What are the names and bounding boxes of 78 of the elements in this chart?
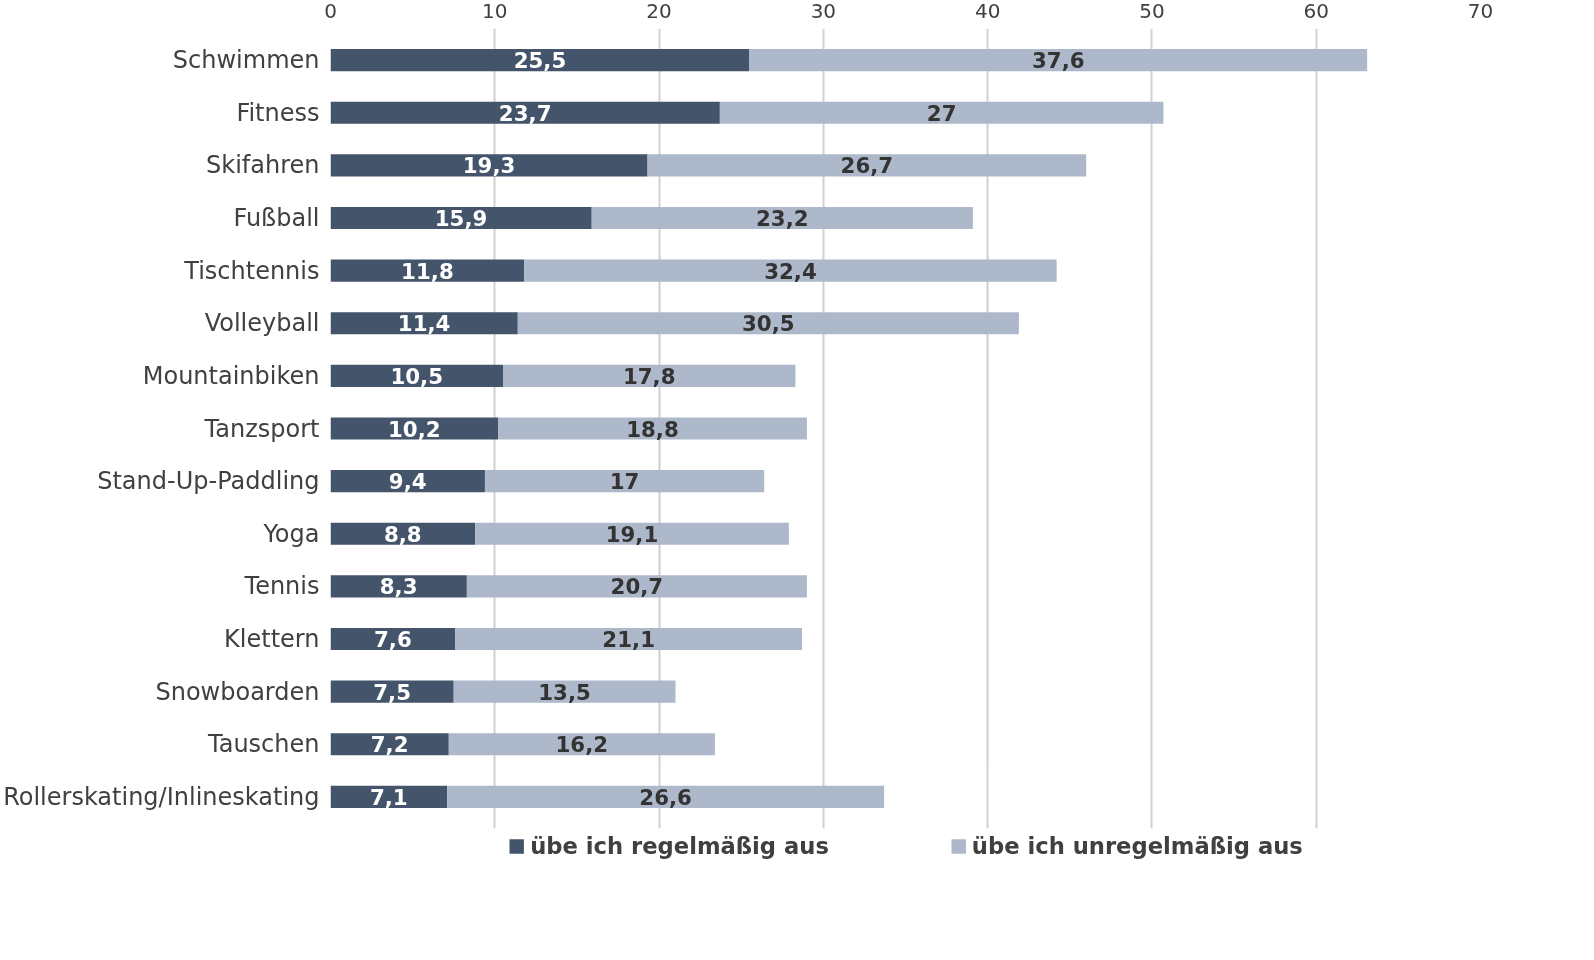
y-tick-label: Skifahren <box>206 151 320 180</box>
data-label: 26,6 <box>639 784 692 810</box>
y-tick-label: Volleyball <box>204 309 320 338</box>
bar <box>647 154 1087 177</box>
bar <box>475 522 789 545</box>
bar <box>591 206 973 230</box>
bar <box>498 417 807 440</box>
bar <box>330 206 592 230</box>
data-label: 30,5 <box>742 311 795 337</box>
data-label: 17,8 <box>622 363 676 389</box>
data-label: 25,5 <box>513 48 567 74</box>
y-tick-label: Tischtennis <box>183 256 320 285</box>
data-label: 23,2 <box>755 205 809 231</box>
data-label: 11,4 <box>397 311 451 337</box>
bar <box>330 101 720 124</box>
data-label: 21,1 <box>602 627 655 653</box>
bar <box>330 154 648 177</box>
y-tick-label: Klettern <box>224 625 320 654</box>
bar <box>330 259 525 282</box>
data-label: 37,6 <box>1031 48 1085 74</box>
data-label: 8,8 <box>383 521 422 547</box>
data-label: 10,2 <box>387 416 441 442</box>
x-tick-label: 60 <box>1303 0 1329 23</box>
y-tick-label: Tauschen <box>207 730 320 759</box>
legend-label: übe ich unregelmäßig aus <box>971 833 1303 859</box>
bar <box>719 101 1164 124</box>
x-tick-label: 20 <box>646 0 672 23</box>
data-label: 19,3 <box>462 153 516 179</box>
data-label: 7,6 <box>374 627 412 653</box>
legend-label: übe ich regelmäßig aus <box>530 833 829 859</box>
y-tick-label: Tanzsport <box>203 414 320 443</box>
bar <box>447 785 885 808</box>
y-tick-label: Tennis <box>243 572 320 601</box>
data-label: 27 <box>926 100 957 126</box>
data-label: 7,2 <box>370 732 409 758</box>
bar <box>466 575 807 598</box>
data-label: 9,4 <box>388 469 427 495</box>
bar <box>503 364 796 387</box>
data-label: 20,7 <box>610 574 664 600</box>
y-tick-label: Stand-Up-Paddling <box>97 467 320 496</box>
bar <box>453 680 676 703</box>
data-label: 10,5 <box>390 363 444 389</box>
y-tick-label: Snowboarden <box>155 677 320 706</box>
bar <box>330 312 518 335</box>
bar <box>517 312 1019 335</box>
data-label: 8,3 <box>379 574 418 600</box>
y-tick-label: Rollerskating/Inlineskating <box>3 782 320 811</box>
data-label: 11,8 <box>401 258 454 284</box>
data-label: 32,4 <box>764 258 817 284</box>
data-label: 7,5 <box>373 679 412 705</box>
bar <box>448 733 715 756</box>
x-tick-label: 30 <box>810 0 837 23</box>
bar <box>330 470 485 493</box>
y-tick-label: Fitness <box>236 98 320 127</box>
y-tick-label: Yoga <box>262 519 320 548</box>
data-label: 16,2 <box>555 732 609 758</box>
data-label: 15,9 <box>434 205 488 231</box>
x-tick-label: 40 <box>974 0 1001 23</box>
bar <box>330 49 750 72</box>
data-label: 23,7 <box>498 100 552 126</box>
data-label: 26,7 <box>840 153 894 179</box>
bar <box>749 49 1368 72</box>
bar <box>455 627 802 651</box>
y-tick-label: Fußball <box>233 203 320 232</box>
data-label: 7,1 <box>369 784 408 810</box>
data-label: 17 <box>609 469 640 495</box>
x-tick-label: 10 <box>482 0 508 23</box>
x-tick-label: 0 <box>324 0 337 23</box>
x-tick-label: 50 <box>1139 0 1165 23</box>
bar <box>330 417 499 440</box>
data-label: 19,1 <box>605 521 659 547</box>
bar <box>524 259 1057 282</box>
bar <box>484 470 765 493</box>
x-tick-label: 70 <box>1467 0 1494 23</box>
data-label: 13,5 <box>538 679 591 705</box>
y-tick-label: Mountainbiken <box>142 361 320 390</box>
data-label: 18,8 <box>626 416 679 442</box>
y-tick-label: Schwimmen <box>172 46 320 75</box>
